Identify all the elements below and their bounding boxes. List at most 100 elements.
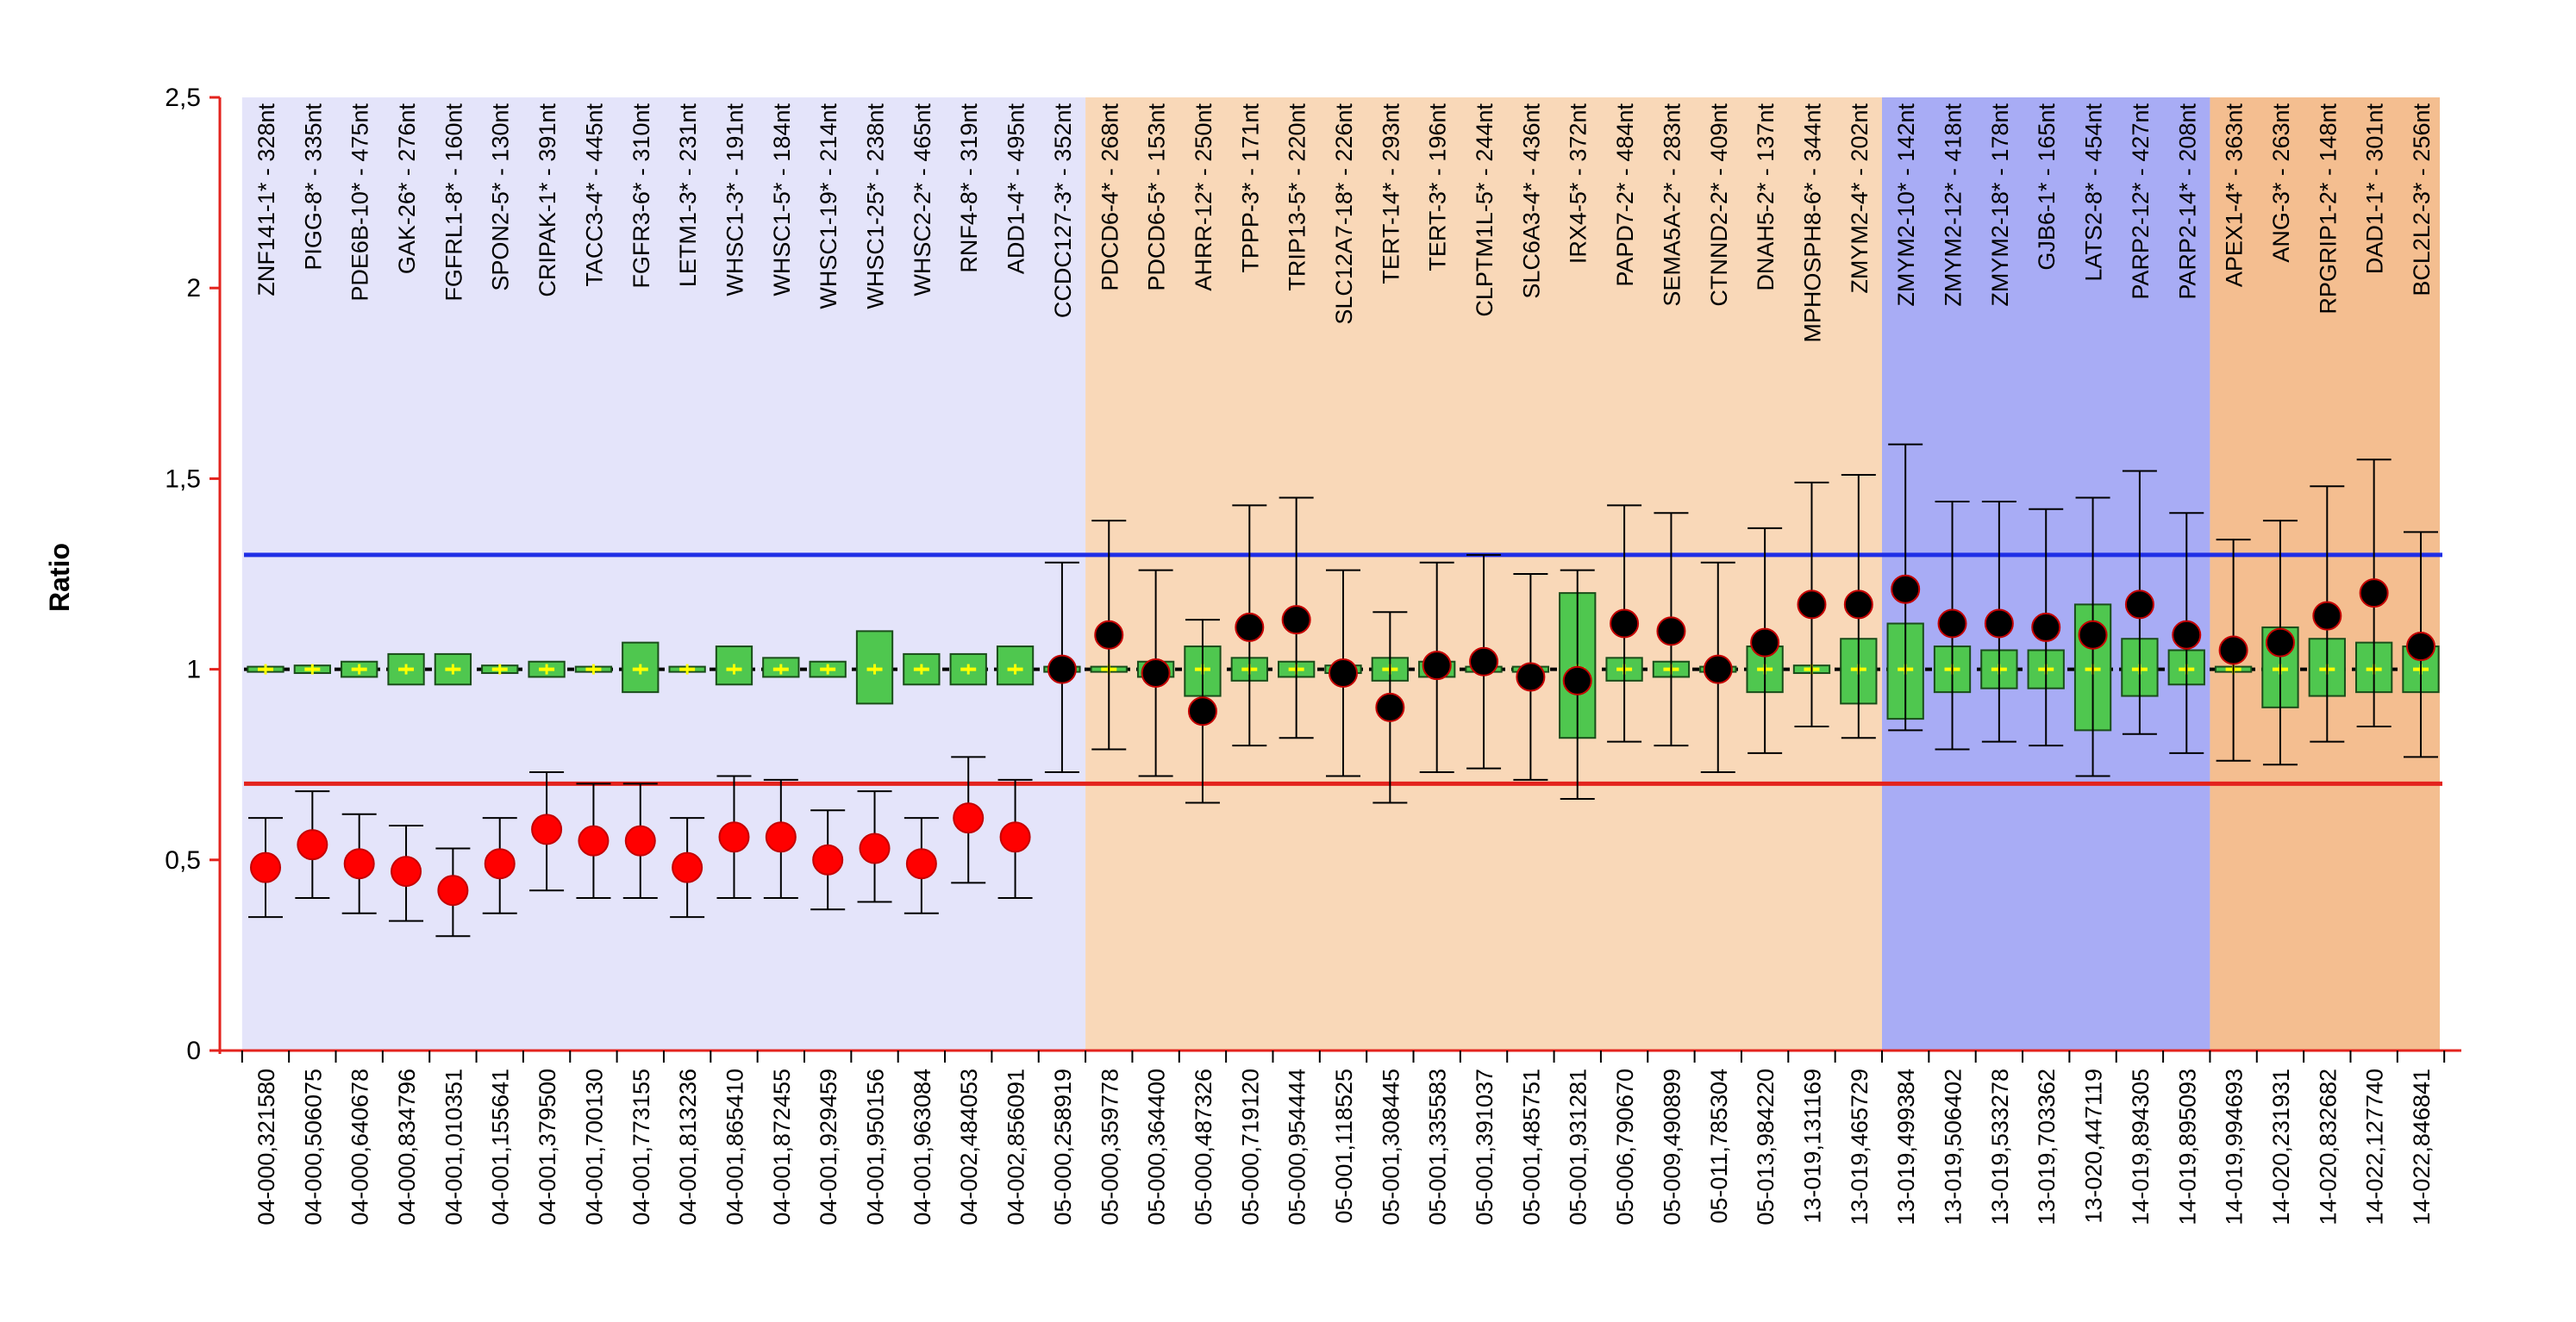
probe-label-15: RNF4-8* - 319nt [956,103,982,273]
probe-label-44: RPGRIP1-2* - 148nt [2315,103,2341,315]
probe-label-19: PDCD6-5* - 153nt [1144,103,1170,291]
data-point-15 [953,802,985,834]
y-tick-label-1: 0,5 [165,846,201,875]
data-point-28 [1562,665,1592,695]
x-tick-label-8: 04-001,773155 [628,1069,654,1225]
probe-label-46: BCL2L2-3* - 256nt [2409,103,2435,296]
x-tick-label-6: 04-001,379500 [535,1069,560,1225]
data-point-32 [1750,627,1780,658]
data-point-45 [2359,578,2389,608]
probe-label-45: DAD1-1* - 301nt [2362,103,2388,275]
x-tick-label-32: 05-013,984220 [1753,1069,1779,1225]
axes: 0 0,5 1 1,5 2 2,5 [165,84,2461,1065]
data-point-18 [1094,620,1124,650]
probe-label-10: WHSC1-3* - 191nt [722,103,747,296]
x-tick-labels: 04-000,321580 04-000,506075 04-000,640678 0… [253,1069,2435,1225]
y-axis-label: Ratio [44,543,75,612]
x-tick-label-21: 05-000,719120 [1237,1069,1263,1225]
data-point-21 [1235,612,1265,642]
data-point-12 [812,844,844,876]
data-point-22 [1281,605,1311,635]
box-16 [996,645,1035,686]
x-tick-label-24: 05-001,308445 [1378,1069,1404,1225]
probe-label-17: CCDC127-3* - 352nt [1050,103,1076,319]
probe-label-14: WHSC2-2* - 465nt [910,103,935,296]
probe-label-16: ADD1-4* - 495nt [1004,103,1029,275]
y-tick-label-4: 2 [186,274,201,302]
data-point-8 [624,825,656,857]
x-tick-label-26: 05-001,391037 [1472,1069,1497,1225]
data-point-43 [2265,627,2295,658]
x-tick-label-30: 05-009,490899 [1659,1069,1685,1225]
data-point-2 [343,848,375,880]
x-tick-label-42: 14-019,994693 [2222,1069,2248,1225]
data-point-13 [859,832,891,864]
x-tick-label-9: 04-001,813236 [675,1069,701,1225]
probe-label-18: PDCD6-4* - 268nt [1097,103,1122,291]
probe-label-36: ZMYM2-12* - 418nt [1941,103,1966,307]
data-point-35 [1891,574,1921,604]
x-tick-label-37: 13-019,533278 [1987,1069,2013,1225]
x-tick-label-17: 05-000,258919 [1050,1069,1076,1225]
probe-label-23: SLC12A7-18* - 226nt [1331,103,1357,325]
data-point-9 [672,851,703,883]
data-point-31 [1703,654,1733,684]
probe-label-12: WHSC1-19* - 214nt [816,103,841,309]
data-point-34 [1843,589,1873,620]
probe-label-0: ZNF141-1* - 328nt [253,103,279,296]
data-point-40 [2124,589,2154,620]
probe-label-5: SPON2-5* - 130nt [488,103,514,291]
x-tick-label-31: 05-011,785304 [1706,1069,1732,1224]
probe-label-30: SEMA5A-2* - 283nt [1659,103,1685,307]
probe-label-43: ANG-3* - 263nt [2268,103,2294,263]
data-point-38 [2031,612,2061,642]
data-point-17 [1047,654,1077,684]
probe-labels: ZNF141-1* - 328nt PIGG-8* - 335nt PDE6B-10… [253,103,2435,343]
probe-label-33: MPHOSPH8-6* - 344nt [1799,103,1825,343]
y-tick-label-5: 2,5 [165,84,201,112]
probe-label-27: SLC6A3-4* - 436nt [1518,103,1544,299]
data-point-44 [2312,601,2342,631]
data-point-37 [1984,608,2014,639]
probe-label-32: DNAH5-2* - 137nt [1753,103,1779,291]
x-tick-label-11: 04-001,872455 [769,1069,795,1225]
data-point-36 [1937,608,1967,639]
probe-label-37: ZMYM2-18* - 178nt [1987,103,2013,307]
data-point-7 [578,825,610,857]
x-tick-label-29: 05-006,790670 [1612,1069,1638,1225]
probe-label-6: CRIPAK-1* - 391nt [535,103,560,297]
data-point-46 [2406,632,2435,662]
data-point-25 [1422,651,1452,681]
group-backgrounds [241,97,2440,1051]
data-point-26 [1469,646,1499,677]
data-point-30 [1656,616,1686,646]
x-tick-label-39: 13-020,447119 [2081,1069,2107,1224]
x-tick-label-16: 04-002,856091 [1004,1069,1029,1225]
x-tick-label-41: 14-019,895093 [2174,1069,2200,1225]
probe-label-1: PIGG-8* - 335nt [300,103,326,271]
data-point-42 [2218,635,2248,665]
data-point-29 [1610,608,1640,639]
probe-label-25: TERT-3* - 196nt [1425,103,1451,271]
probe-label-26: CLPTM1L-5* - 244nt [1472,103,1497,317]
x-tick-label-35: 13-019,499384 [1893,1069,1919,1225]
data-point-11 [765,821,797,853]
y-tick-label-2: 1 [186,656,201,684]
x-tick-label-20: 05-000,487326 [1191,1069,1216,1225]
probe-label-42: APEX1-4* - 363nt [2222,103,2248,288]
y-tick-label-0: 0 [186,1037,201,1065]
probe-label-31: CTNND2-2* - 409nt [1706,103,1732,307]
probe-label-29: PAPD7-2* - 484nt [1612,103,1638,287]
data-point-14 [905,848,937,880]
probe-label-34: ZMYM2-4* - 202nt [1847,103,1873,294]
data-point-6 [531,814,563,845]
x-tick-label-38: 13-019,703362 [2034,1069,2060,1225]
x-tick-label-34: 13-019,465729 [1847,1069,1873,1225]
probe-label-35: ZMYM2-10* - 142nt [1893,103,1919,307]
probe-label-7: TACC3-4* - 445nt [581,103,607,287]
probe-label-13: WHSC1-25* - 238nt [863,103,889,309]
data-point-16 [999,821,1031,853]
x-tick-label-22: 05-000,954444 [1285,1069,1310,1225]
probe-label-8: FGFR3-6* - 310nt [628,103,654,289]
